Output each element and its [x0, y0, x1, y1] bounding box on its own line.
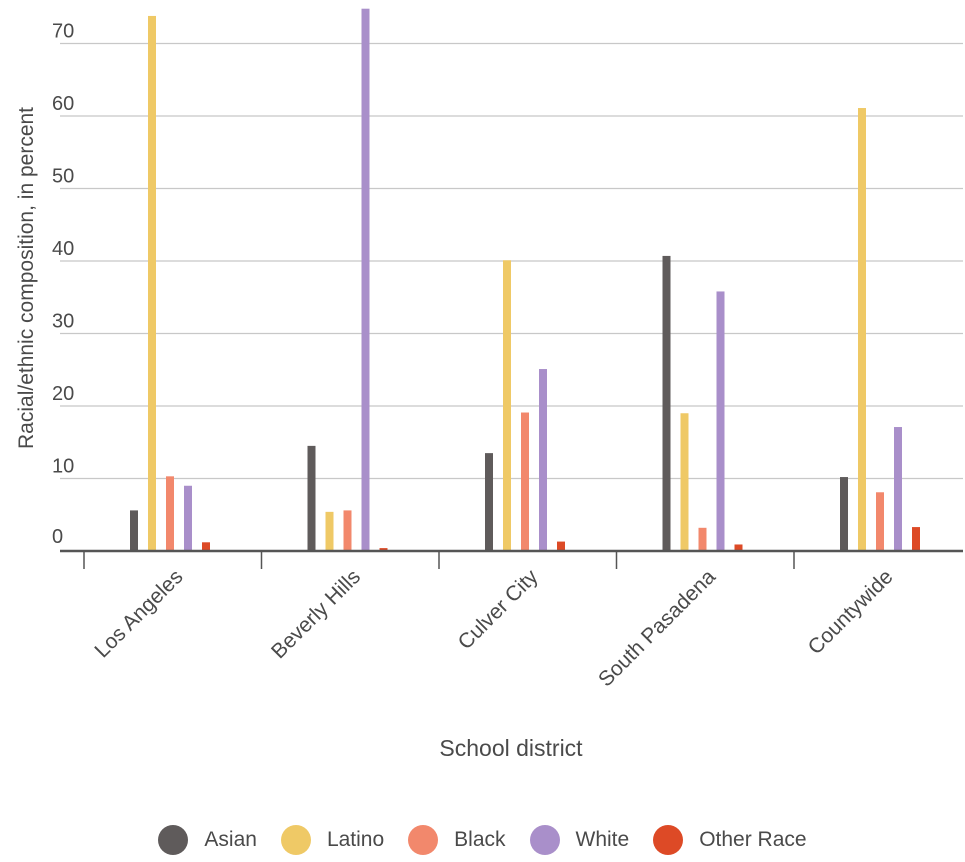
y-tick-label: 70 — [52, 21, 74, 43]
bar-black — [343, 510, 352, 551]
bar-black — [876, 492, 884, 551]
bar-white — [716, 291, 725, 551]
bar-latino — [680, 413, 689, 551]
y-tick-label: 60 — [52, 93, 74, 115]
x-tick-label: Beverly Hills — [267, 565, 365, 663]
legend-label: Asian — [204, 828, 257, 851]
bar-other-race — [557, 541, 565, 551]
bar-latino — [503, 260, 511, 551]
bar-asian — [130, 510, 138, 551]
bar-asian — [485, 453, 493, 551]
bar-latino — [325, 511, 334, 551]
bar-other-race — [202, 542, 210, 551]
y-tick-label: 40 — [52, 238, 74, 260]
legend: Asian Latino Black White Other Race — [0, 818, 965, 862]
bar-latino — [858, 108, 866, 552]
legend-swatch — [280, 825, 311, 855]
bar-other-race — [734, 544, 743, 551]
bar-asian — [662, 255, 671, 552]
legend-item-black: Black — [408, 825, 506, 855]
bar-black — [521, 412, 529, 551]
legend-label: Other Race — [699, 828, 807, 851]
bar-black — [166, 476, 174, 551]
y-tick-labels: 0 10 20 30 40 50 60 70 — [52, 21, 74, 549]
bar-asian — [840, 477, 848, 551]
legend-swatch — [158, 825, 189, 855]
bar-white — [184, 485, 192, 551]
x-tick-label: Culver City — [454, 565, 543, 654]
bar-white — [539, 369, 547, 551]
gridlines — [60, 42, 963, 480]
bar-white — [361, 8, 370, 551]
bar-white — [894, 427, 902, 551]
bars — [130, 8, 920, 552]
y-tick-label: 20 — [52, 383, 74, 405]
legend-item-asian: Asian — [158, 825, 257, 855]
x-axis-title: School district — [439, 735, 583, 761]
y-axis-title: Racial/ethnic composition, in percent — [15, 107, 38, 449]
bar-other-race — [379, 548, 388, 551]
y-tick-label: 10 — [52, 456, 74, 478]
legend-item-white: White — [529, 825, 630, 855]
legend-item-other-race: Other Race — [653, 825, 807, 855]
x-tick-label: Los Angeles — [90, 565, 187, 662]
legend-item-latino: Latino — [280, 825, 385, 855]
x-tick-labels: Los Angeles Beverly Hills Culver City South… — [90, 565, 897, 691]
y-tick-label: 30 — [52, 311, 74, 333]
x-axis — [60, 549, 963, 569]
bar-latino — [148, 15, 156, 551]
y-tick-label: 0 — [52, 526, 63, 548]
y-tick-label: 50 — [52, 166, 74, 188]
bar-asian — [307, 445, 316, 551]
legend-label: White — [575, 828, 630, 851]
legend-swatch — [408, 825, 439, 855]
bar-black — [698, 527, 707, 551]
legend-label: Black — [454, 828, 506, 851]
legend-label: Latino — [326, 828, 385, 851]
bar-other-race — [912, 527, 920, 551]
legend-swatch — [529, 825, 560, 855]
bar-chart: 0 10 20 30 40 50 60 70 Los Angeles Beverly Hills… — [15, 8, 963, 761]
x-tick-label: Countywide — [804, 565, 898, 659]
x-tick-label: South Pasadena — [594, 565, 720, 691]
legend-swatch — [653, 825, 684, 855]
